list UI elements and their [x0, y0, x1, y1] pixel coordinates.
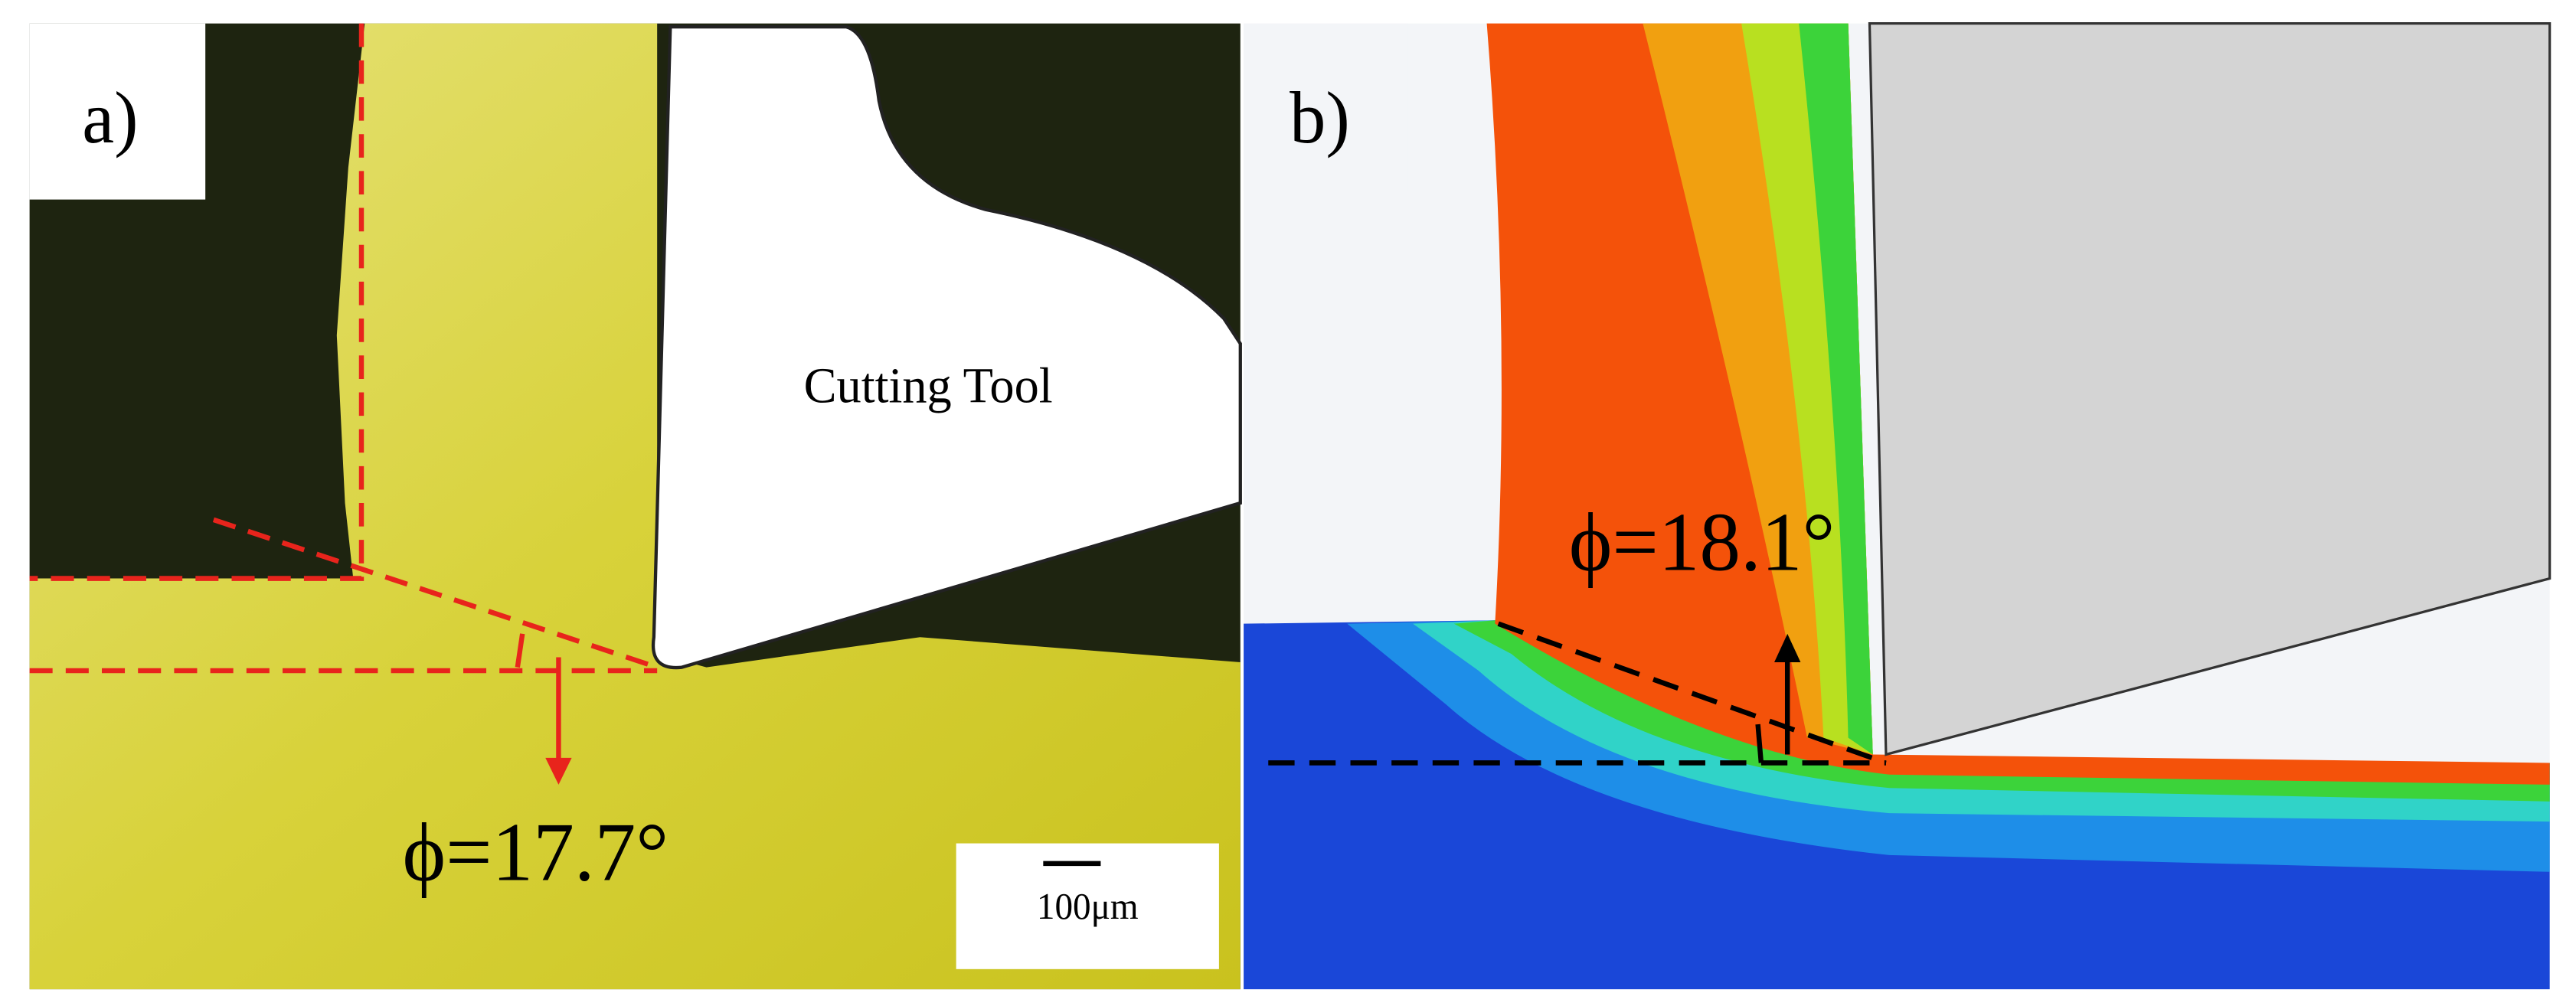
label-box	[29, 23, 206, 200]
shear-lines	[29, 23, 659, 674]
cutting-tool	[651, 24, 1242, 670]
panel-a: a) Cutting Tool ϕ=17.7° 100μm	[29, 23, 1242, 990]
panel-label: a)	[82, 77, 138, 158]
panel-b: b) ϕ=18.1°	[1244, 22, 2551, 990]
tool-label: Cutting Tool	[804, 358, 1053, 414]
angle-mark	[515, 633, 525, 668]
label-box-b	[1244, 23, 1408, 191]
shear-lines-b	[1268, 621, 1887, 766]
scale-label: 100μm	[1037, 887, 1139, 928]
cutting-tool-b	[1868, 22, 2551, 756]
panel-label: b)	[1290, 77, 1350, 158]
angle-label: ϕ=17.7°	[403, 806, 669, 899]
arrow-head	[545, 757, 572, 785]
workpiece	[29, 23, 1241, 990]
angle-label: ϕ=18.1°	[1569, 496, 1836, 589]
zone-green	[1453, 620, 2550, 802]
chip-green	[1799, 23, 1873, 755]
arrow-head-b	[1774, 633, 1801, 663]
angle-mark-b	[1755, 723, 1764, 763]
